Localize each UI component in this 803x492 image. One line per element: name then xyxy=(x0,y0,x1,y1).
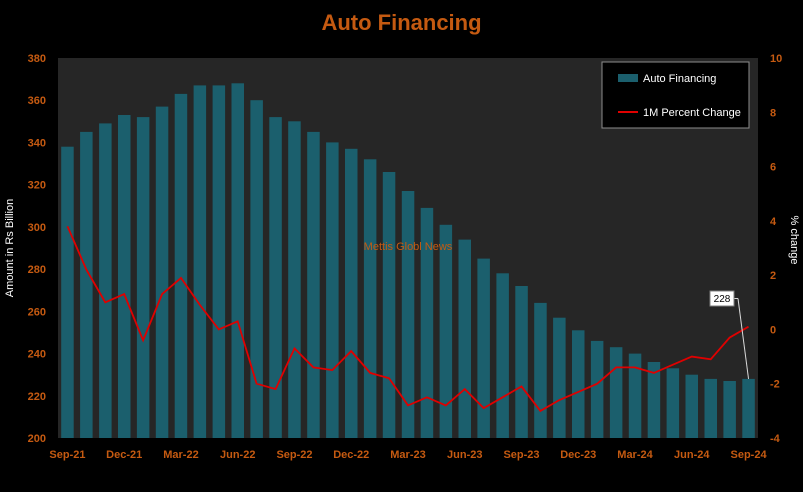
bar xyxy=(231,83,244,439)
left-tick-label: 260 xyxy=(28,306,46,318)
x-tick-label: Sep-21 xyxy=(49,449,85,461)
left-axis-title: Amount in Rs Billion xyxy=(4,199,16,297)
left-tick-label: 340 xyxy=(28,137,46,149)
bar xyxy=(99,123,112,439)
bar xyxy=(382,172,396,438)
legend-swatch-bar xyxy=(618,74,638,82)
bar xyxy=(704,378,717,438)
bar xyxy=(118,115,131,438)
right-tick-label: 4 xyxy=(770,216,777,228)
right-tick-label: 0 xyxy=(770,324,776,336)
bar xyxy=(647,362,661,438)
x-tick-label: Dec-22 xyxy=(333,449,369,461)
annotation-box xyxy=(709,290,735,307)
right-axis-ticks: -4 -2 0 2 4 6 8 10 xyxy=(770,53,782,445)
left-tick-label: 240 xyxy=(28,349,46,361)
legend-label-bar: Auto Financing xyxy=(643,73,716,85)
bar xyxy=(534,302,547,438)
bar xyxy=(288,121,301,439)
annotation-label: 228 xyxy=(714,294,731,305)
legend-box xyxy=(601,61,750,129)
bar xyxy=(609,347,623,438)
bar xyxy=(628,353,642,438)
left-tick-label: 320 xyxy=(28,180,46,192)
left-tick-label: 360 xyxy=(28,95,46,107)
bar xyxy=(515,286,528,438)
bar xyxy=(136,117,150,438)
x-tick-label: Jun-23 xyxy=(447,449,482,461)
x-tick-label: Jun-22 xyxy=(220,449,255,461)
bar xyxy=(420,207,434,438)
bar xyxy=(363,159,377,439)
bar xyxy=(307,131,320,438)
bar xyxy=(553,317,566,438)
left-tick-label: 280 xyxy=(28,264,46,276)
right-tick-label: -4 xyxy=(770,433,781,445)
x-tick-label: Mar-22 xyxy=(163,449,198,461)
bar xyxy=(212,85,226,439)
bar xyxy=(61,146,74,438)
right-tick-label: 8 xyxy=(770,107,776,119)
legend: Auto Financing 1M Percent Change xyxy=(601,61,750,129)
line-layer xyxy=(66,225,749,413)
bars-layer xyxy=(61,83,755,439)
bar xyxy=(477,258,490,438)
bar xyxy=(590,340,604,438)
right-tick-label: 6 xyxy=(770,162,776,174)
bar xyxy=(401,191,415,438)
left-axis-ticks: 200 220 240 260 280 300 320 340 360 380 xyxy=(28,53,46,445)
bar xyxy=(193,85,207,439)
right-tick-label: -2 xyxy=(770,379,780,391)
bar xyxy=(326,142,339,438)
bar xyxy=(345,148,358,439)
x-tick-label: Sep-23 xyxy=(503,449,539,461)
x-tick-label: Dec-21 xyxy=(106,449,142,461)
bar xyxy=(723,381,736,438)
bar xyxy=(174,93,188,439)
x-tick-label: Sep-24 xyxy=(731,449,768,461)
chart-title: Auto Financing xyxy=(321,10,482,35)
left-tick-label: 220 xyxy=(28,391,46,403)
x-tick-label: Mar-24 xyxy=(617,449,653,461)
bar xyxy=(155,106,169,438)
annotation-leader xyxy=(737,298,750,379)
bar xyxy=(572,330,585,438)
x-tick-label: Jun-24 xyxy=(674,449,710,461)
bar xyxy=(685,374,698,438)
x-axis-ticks: Sep-21 Dec-21 Mar-22 Jun-22 Sep-22 Dec-22 Mar-… xyxy=(49,449,767,461)
right-tick-label: 2 xyxy=(770,270,776,282)
bar xyxy=(666,368,680,438)
left-tick-label: 300 xyxy=(28,222,46,234)
left-tick-label: 380 xyxy=(28,53,46,65)
x-tick-label: Sep-22 xyxy=(276,449,312,461)
right-tick-label: 10 xyxy=(770,53,782,65)
bar xyxy=(458,239,471,438)
x-tick-label: Mar-23 xyxy=(390,449,425,461)
bar xyxy=(269,117,282,438)
bar xyxy=(742,378,755,438)
bar xyxy=(80,131,93,438)
series-line xyxy=(66,225,749,413)
left-tick-label: 200 xyxy=(28,433,46,445)
bar xyxy=(496,273,509,438)
bar xyxy=(250,100,263,438)
right-axis-title: % change xyxy=(788,216,800,265)
legend-label-line: 1M Percent Change xyxy=(643,107,741,119)
watermark-text: Mettis Globl News xyxy=(364,241,453,253)
bar xyxy=(439,224,453,438)
annotation-layer: 228 xyxy=(709,290,750,379)
x-tick-label: Dec-23 xyxy=(560,449,596,461)
